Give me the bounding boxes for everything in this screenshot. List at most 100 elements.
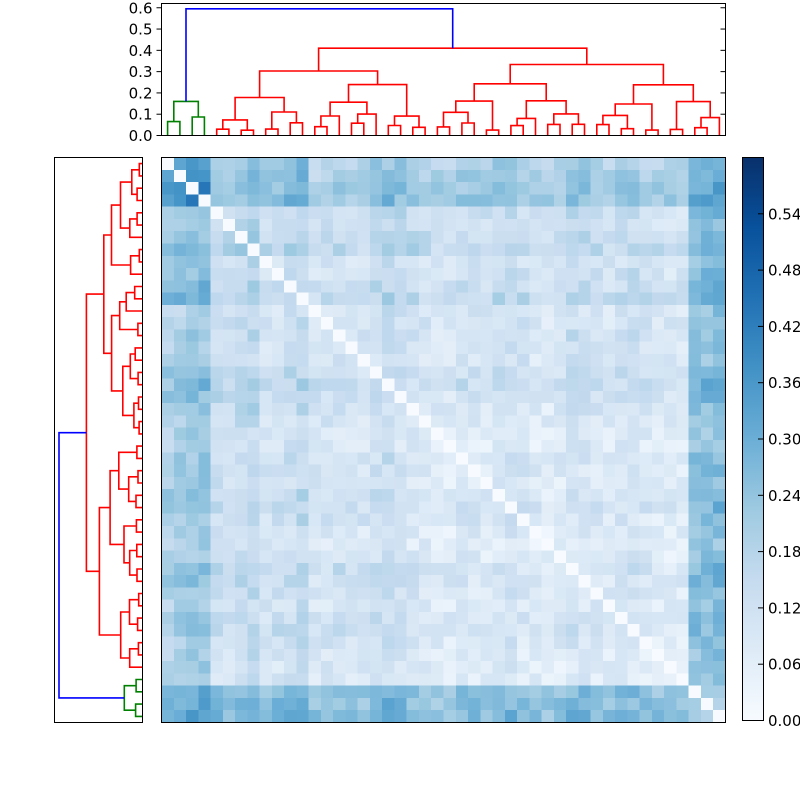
heatmap-cell[interactable] <box>455 452 469 466</box>
heatmap-cell[interactable] <box>639 182 653 195</box>
heatmap-cell[interactable] <box>431 697 445 711</box>
heatmap-cell[interactable] <box>382 550 396 564</box>
heatmap-cell[interactable] <box>222 182 236 195</box>
heatmap-cell[interactable] <box>615 255 629 269</box>
heatmap-cell[interactable] <box>627 464 641 478</box>
heatmap-cell[interactable] <box>418 366 432 380</box>
heatmap-cell[interactable] <box>406 378 420 392</box>
heatmap-cell[interactable] <box>247 538 261 552</box>
heatmap-cell[interactable] <box>602 329 616 343</box>
heatmap-cell[interactable] <box>320 304 334 318</box>
heatmap-cell[interactable] <box>566 255 579 269</box>
heatmap-cell[interactable] <box>418 648 432 662</box>
heatmap-cell[interactable] <box>394 182 408 195</box>
heatmap-cell[interactable] <box>259 673 273 687</box>
heatmap-cell[interactable] <box>602 366 616 380</box>
heatmap-cell[interactable] <box>247 218 261 232</box>
heatmap-cell[interactable] <box>517 624 530 638</box>
heatmap-cell[interactable] <box>627 354 641 367</box>
heatmap-cell[interactable] <box>198 169 212 183</box>
heatmap-cell[interactable] <box>627 440 641 453</box>
heatmap-cell[interactable] <box>235 268 248 281</box>
heatmap-cell[interactable] <box>651 624 665 638</box>
heatmap-cell[interactable] <box>468 513 481 527</box>
heatmap-cell[interactable] <box>222 329 236 343</box>
heatmap-cell[interactable] <box>345 562 359 576</box>
heatmap-cell[interactable] <box>578 268 592 281</box>
heatmap-cell[interactable] <box>333 157 347 171</box>
heatmap-cell[interactable] <box>198 182 212 195</box>
heatmap-cell[interactable] <box>639 329 653 343</box>
heatmap-cell[interactable] <box>271 194 285 208</box>
heatmap-cell[interactable] <box>161 378 175 392</box>
heatmap-cell[interactable] <box>173 513 187 527</box>
heatmap-cell[interactable] <box>418 255 432 269</box>
heatmap-cell[interactable] <box>468 243 481 257</box>
heatmap-cell[interactable] <box>345 255 359 269</box>
heatmap-cell[interactable] <box>517 673 530 687</box>
heatmap-cell[interactable] <box>455 685 469 699</box>
heatmap-cell[interactable] <box>627 513 641 527</box>
heatmap-cell[interactable] <box>320 599 334 613</box>
heatmap-cell[interactable] <box>210 255 224 269</box>
heatmap-cell[interactable] <box>394 378 408 392</box>
heatmap-cell[interactable] <box>664 218 678 232</box>
heatmap-cell[interactable] <box>161 685 175 699</box>
heatmap-cell[interactable] <box>271 624 285 638</box>
heatmap-cell[interactable] <box>186 501 199 515</box>
heatmap-cell[interactable] <box>492 550 506 564</box>
heatmap-cell[interactable] <box>590 550 604 564</box>
heatmap-cell[interactable] <box>382 427 396 441</box>
heatmap-cell[interactable] <box>333 501 347 515</box>
heatmap-cell[interactable] <box>431 648 445 662</box>
heatmap-cell[interactable] <box>529 231 543 245</box>
heatmap-cell[interactable] <box>198 611 212 625</box>
heatmap-cell[interactable] <box>210 685 224 699</box>
heatmap-cell[interactable] <box>664 366 678 380</box>
heatmap-cell[interactable] <box>713 354 727 367</box>
heatmap-cell[interactable] <box>333 685 347 699</box>
heatmap-cell[interactable] <box>357 673 371 687</box>
heatmap-cell[interactable] <box>553 194 567 208</box>
heatmap-cell[interactable] <box>553 304 567 318</box>
heatmap-cell[interactable] <box>627 673 641 687</box>
heatmap-cell[interactable] <box>578 354 592 367</box>
heatmap-cell[interactable] <box>455 218 469 232</box>
heatmap-cell[interactable] <box>627 648 641 662</box>
heatmap-cell[interactable] <box>308 452 322 466</box>
heatmap-cell[interactable] <box>480 182 494 195</box>
heatmap-cell[interactable] <box>602 697 616 711</box>
heatmap-cell[interactable] <box>186 194 199 208</box>
heatmap-cell[interactable] <box>284 157 297 171</box>
heatmap-cell[interactable] <box>247 280 261 294</box>
heatmap-cell[interactable] <box>173 501 187 515</box>
heatmap-cell[interactable] <box>676 231 690 245</box>
heatmap-cell[interactable] <box>676 661 690 674</box>
heatmap-cell[interactable] <box>357 464 371 478</box>
heatmap-cell[interactable] <box>431 378 445 392</box>
heatmap-cell[interactable] <box>676 255 690 269</box>
heatmap-cell[interactable] <box>443 513 457 527</box>
heatmap-cell[interactable] <box>173 169 187 183</box>
heatmap-cell[interactable] <box>455 710 469 724</box>
heatmap-cell[interactable] <box>186 317 199 331</box>
heatmap-cell[interactable] <box>615 341 629 355</box>
heatmap-cell[interactable] <box>639 452 653 466</box>
heatmap-cell[interactable] <box>455 562 469 576</box>
heatmap-cell[interactable] <box>578 538 592 552</box>
heatmap-cell[interactable] <box>259 354 273 367</box>
heatmap-cell[interactable] <box>210 194 224 208</box>
heatmap-cell[interactable] <box>639 194 653 208</box>
heatmap-cell[interactable] <box>320 317 334 331</box>
heatmap-cell[interactable] <box>553 611 567 625</box>
heatmap-cell[interactable] <box>639 464 653 478</box>
heatmap-cell[interactable] <box>688 157 702 171</box>
heatmap-cell[interactable] <box>235 562 248 576</box>
heatmap-cell[interactable] <box>480 329 494 343</box>
heatmap-cell[interactable] <box>517 562 530 576</box>
heatmap-cell[interactable] <box>688 710 702 724</box>
heatmap-cell[interactable] <box>688 587 702 601</box>
heatmap-cell[interactable] <box>639 648 653 662</box>
heatmap-cell[interactable] <box>186 624 199 638</box>
heatmap-cell[interactable] <box>651 562 665 576</box>
